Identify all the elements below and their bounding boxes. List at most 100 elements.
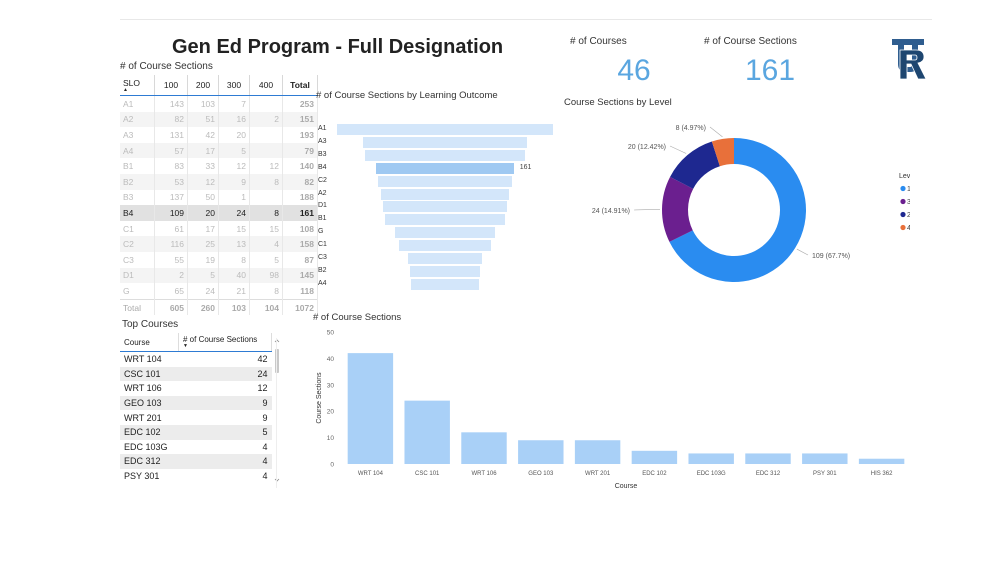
donut-slice-100[interactable] <box>669 138 806 282</box>
matrix-cell: 53 <box>154 173 188 190</box>
courses-card-value: 46 <box>617 54 651 87</box>
course-bar[interactable] <box>518 440 564 464</box>
funnel-bar-b3[interactable] <box>364 149 526 161</box>
matrix-cell: 131 <box>154 127 188 143</box>
matrix-cell <box>249 127 283 143</box>
matrix-row-a4[interactable]: A4 57 17 5 79 <box>120 142 318 159</box>
funnel-bar-c3[interactable] <box>407 253 483 264</box>
funnel-bar-b1[interactable] <box>385 214 505 226</box>
matrix-cell: 253 <box>282 95 318 112</box>
funnel-bar-a4[interactable] <box>411 278 479 290</box>
top-course-row[interactable]: WRT 104 42 <box>120 352 272 367</box>
matrix-row-a1[interactable]: A1 143 103 7 253 <box>120 95 318 112</box>
funnel-bar-a1[interactable] <box>337 124 553 135</box>
sections-column-header[interactable]: # of Course Sections ▼ <box>178 333 272 352</box>
legend-dot-300[interactable] <box>900 198 906 205</box>
course-bar[interactable] <box>347 353 394 464</box>
legend-dot-400[interactable] <box>900 224 906 231</box>
matrix-cell: B4 <box>120 205 155 221</box>
matrix-cell: 25 <box>187 236 219 252</box>
legend-label-300[interactable]: 300 <box>907 199 910 206</box>
matrix-row-c1[interactable]: C1 61 17 15 15 108 <box>120 220 318 237</box>
top-course-row[interactable]: EDC 312 4 <box>120 454 272 469</box>
donut-chart[interactable]: 109 (67.7%) 24 (14.91%) 20 (12.42%) 8 (4.97… <box>560 110 910 290</box>
course-bar[interactable] <box>802 453 848 464</box>
course-bar[interactable] <box>858 458 905 464</box>
funnel-category-label: D1 <box>318 202 327 210</box>
course-bar[interactable] <box>461 432 507 464</box>
donut-data-label: 8 (4.97%) <box>676 125 706 132</box>
funnel-bar-a3[interactable] <box>362 136 528 148</box>
top-course-row[interactable]: PSY 301 4 <box>120 469 272 484</box>
legend-label-200[interactable]: 200 <box>907 212 910 219</box>
funnel-title: # of Course Sections by Learning Outcome <box>316 90 498 101</box>
matrix-title: # of Course Sections <box>120 61 213 72</box>
matrix-header-400[interactable]: 400 <box>249 75 283 96</box>
top-course-row[interactable]: EDC 102 5 <box>120 424 272 440</box>
matrix-row-b4[interactable]: B4 109 20 24 8 161 <box>120 205 318 221</box>
matrix-row-g[interactable]: G 65 24 21 8 118 <box>120 283 318 300</box>
matrix-header-total[interactable]: Total <box>282 75 318 96</box>
matrix-header-slo[interactable]: SLO ▲ <box>120 75 155 96</box>
matrix-header-100[interactable]: 100 <box>154 75 188 96</box>
donut-slice-300[interactable] <box>662 176 694 242</box>
sections-card-value: 161 <box>744 54 796 87</box>
course-bar[interactable] <box>745 453 791 464</box>
matrix-cell: 21 <box>218 283 250 300</box>
top-course-row[interactable]: EDC 103G 4 <box>120 440 272 455</box>
course-column-header[interactable]: Course <box>120 333 179 352</box>
matrix-total-row[interactable]: Total 605 260 103 104 1072 <box>120 298 318 316</box>
course-bar-chart[interactable]: 0 10 20 30 40 50 Course Sections WRT 104 CSC 101… <box>310 326 920 496</box>
slo-matrix-table[interactable]: SLO ▲ 100 200 300 400 Total A1 143 103 7 253 A2 82 51… <box>120 75 318 316</box>
matrix-cell: 161 <box>282 205 318 221</box>
funnel-category-label: C1 <box>318 241 327 249</box>
matrix-cell: 42 <box>187 127 219 143</box>
matrix-row-b3[interactable]: B3 137 50 1 188 <box>120 189 318 206</box>
matrix-cell: 116 <box>154 236 188 252</box>
matrix-header-200[interactable]: 200 <box>187 75 219 96</box>
matrix-row-d1[interactable]: D1 2 5 40 98 145 <box>120 267 318 284</box>
donut-legend-title: Level <box>899 173 910 180</box>
funnel-bar-b4[interactable] <box>376 162 514 174</box>
matrix-row-a3[interactable]: A3 131 42 20 193 <box>120 127 318 143</box>
funnel-bar-c1[interactable] <box>398 240 492 252</box>
funnel-bar-c2[interactable] <box>377 175 513 187</box>
y-tick-label: 30 <box>327 382 335 389</box>
matrix-cell: 1072 <box>282 298 318 316</box>
matrix-cell: 143 <box>154 95 188 112</box>
legend-label-400[interactable]: 400 <box>907 225 910 232</box>
y-tick-label: 50 <box>327 330 335 337</box>
course-bar[interactable] <box>631 450 678 464</box>
top-course-row[interactable]: WRT 106 12 <box>120 381 272 396</box>
funnel-bar-a2[interactable] <box>380 188 510 200</box>
top-courses-scrollbar[interactable] <box>273 339 281 489</box>
legend-dot-100[interactable] <box>900 185 906 192</box>
top-courses-table[interactable]: Course # of Course Sections ▼ WRT 104 42 CS… <box>120 333 272 483</box>
course-bar[interactable] <box>404 400 450 464</box>
donut-slice-400[interactable] <box>711 138 734 167</box>
matrix-row-c3[interactable]: C3 55 19 8 5 87 <box>120 251 318 268</box>
matrix-header-300[interactable]: 300 <box>218 75 250 96</box>
donut-data-label: 20 (12.42%) <box>628 144 666 151</box>
funnel-bar-d1[interactable] <box>383 201 507 213</box>
matrix-row-b2[interactable]: B2 53 12 9 8 82 <box>120 173 318 190</box>
matrix-row-b1[interactable]: B1 83 33 12 12 140 <box>120 158 318 174</box>
legend-label-100[interactable]: 100 <box>907 186 910 193</box>
top-course-row[interactable]: GEO 103 9 <box>120 395 272 411</box>
funnel-bar-g[interactable] <box>394 227 496 239</box>
top-course-row[interactable]: CSC 101 24 <box>120 366 272 382</box>
matrix-row-c2[interactable]: C2 116 25 13 4 158 <box>120 236 318 252</box>
course-sections-cell: 4 <box>178 454 272 469</box>
donut-slice-200[interactable] <box>670 141 720 189</box>
legend-dot-200[interactable] <box>900 211 906 218</box>
funnel-bar-b2[interactable] <box>409 265 480 277</box>
matrix-row-a2[interactable]: A2 82 51 16 2 151 <box>120 111 318 128</box>
funnel-category-label: B4 <box>318 163 327 171</box>
matrix-cell: 65 <box>154 283 188 300</box>
course-bar[interactable] <box>688 453 734 464</box>
top-course-row[interactable]: WRT 201 9 <box>120 410 272 425</box>
donut-leader-line <box>709 126 723 138</box>
course-name-cell: EDC 103G <box>124 441 168 452</box>
course-bar[interactable] <box>574 440 621 464</box>
funnel-category-label: A4 <box>318 279 327 287</box>
